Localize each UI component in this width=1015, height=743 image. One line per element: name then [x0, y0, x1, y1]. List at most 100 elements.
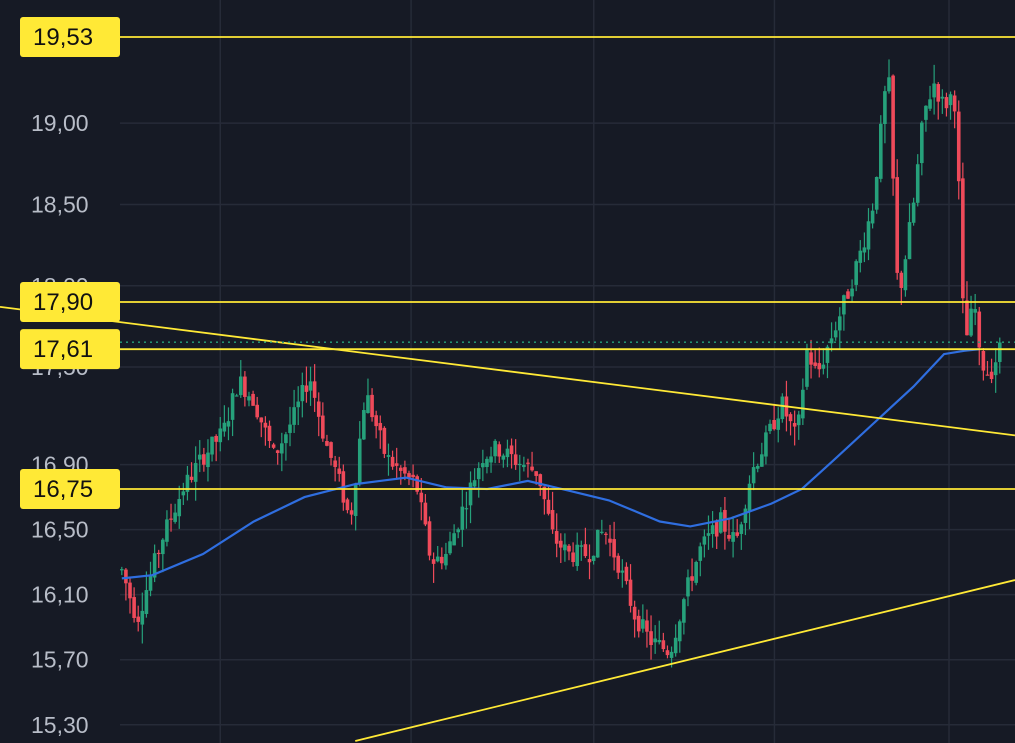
- candle-down: [214, 434, 218, 462]
- candle-up: [579, 540, 584, 561]
- horizontal-levels[interactable]: 19,53 17,90 17,61 16,75: [20, 17, 1015, 509]
- candle-up: [858, 240, 863, 273]
- candle-down: [772, 403, 776, 431]
- candle-up: [682, 597, 686, 635]
- candle-up: [747, 475, 752, 530]
- level-tag[interactable]: 19,53: [20, 17, 120, 57]
- candle-down: [398, 465, 403, 485]
- candle-down: [530, 451, 534, 472]
- level-tag[interactable]: 17,61: [20, 329, 120, 370]
- candle-up: [489, 446, 493, 473]
- candle-down: [558, 533, 563, 564]
- candle-down: [727, 519, 731, 542]
- level-tag-label: 17,61: [33, 336, 93, 363]
- candle-down: [275, 449, 280, 465]
- candle-up: [805, 343, 809, 390]
- candle-up: [924, 105, 928, 132]
- candle-up: [148, 561, 153, 597]
- candle-down: [735, 519, 740, 538]
- candle-down: [251, 390, 255, 406]
- candle-down: [612, 521, 616, 571]
- candle-down: [169, 503, 173, 532]
- candle-up: [706, 515, 711, 550]
- candle-down: [349, 502, 354, 525]
- candle-up: [386, 443, 391, 476]
- candle-down: [554, 513, 559, 558]
- candle-up: [620, 559, 625, 588]
- candle-up: [673, 624, 678, 657]
- candle-up: [185, 466, 190, 501]
- candle-up: [878, 115, 883, 183]
- y-tick-label: 15,30: [31, 712, 89, 738]
- candle-up: [755, 463, 760, 473]
- candle-down: [526, 458, 530, 478]
- trendline[interactable]: [355, 579, 1015, 742]
- trendline[interactable]: [0, 306, 1015, 437]
- candle-down: [899, 270, 904, 306]
- level-tag[interactable]: 17,90: [20, 282, 120, 323]
- candle-down: [128, 577, 132, 614]
- candle-down: [136, 605, 141, 632]
- candle-up: [222, 405, 227, 437]
- candle-up: [284, 431, 288, 461]
- candle-up: [517, 454, 522, 481]
- level-tag[interactable]: 16,75: [20, 469, 120, 509]
- candle-up: [776, 407, 781, 443]
- candle-down: [255, 396, 259, 420]
- candle-up: [653, 625, 657, 654]
- candle-up: [993, 348, 998, 393]
- candle-down: [316, 392, 321, 437]
- candle-down: [636, 609, 641, 638]
- candle-up: [120, 566, 124, 576]
- candle-down: [382, 426, 387, 459]
- candle-down: [390, 450, 395, 470]
- candle-down: [394, 447, 399, 480]
- candle-up: [940, 89, 945, 114]
- candle-up: [870, 203, 875, 229]
- candle-down: [665, 645, 670, 659]
- candle-up: [501, 453, 506, 468]
- candle-down: [571, 542, 575, 567]
- candle-down: [419, 478, 424, 521]
- trendlines: [0, 306, 1015, 742]
- candle-down: [936, 82, 941, 120]
- candle-up: [226, 407, 231, 441]
- candle-up: [866, 208, 871, 261]
- candle-up: [887, 59, 891, 94]
- candle-up: [152, 544, 157, 583]
- candle-down: [550, 491, 555, 534]
- candle-up: [140, 592, 145, 644]
- candle-down: [792, 410, 797, 446]
- candle-down: [788, 412, 793, 436]
- candle-up: [829, 322, 834, 352]
- candle-down: [989, 358, 994, 384]
- candle-down: [431, 552, 436, 583]
- candle-up: [481, 449, 485, 482]
- candle-down: [587, 544, 592, 580]
- candle-up: [907, 203, 912, 260]
- candle-up: [932, 64, 936, 115]
- candle-down: [846, 288, 850, 300]
- candle-down: [304, 366, 309, 403]
- candle-down: [723, 497, 727, 550]
- candle-down: [202, 447, 206, 472]
- candle-up: [435, 546, 440, 563]
- y-tick-label: 16,10: [31, 582, 89, 608]
- candle-down: [411, 464, 415, 488]
- candle-down: [271, 442, 276, 450]
- candle-up: [780, 393, 785, 423]
- candle-up: [595, 529, 600, 558]
- candle-down: [632, 600, 637, 638]
- candle-up: [234, 393, 239, 397]
- candle-up: [768, 419, 772, 434]
- candle-up: [694, 560, 698, 586]
- candle-up: [833, 321, 838, 341]
- candle-up: [710, 511, 715, 548]
- candle-down: [513, 439, 518, 470]
- candle-down: [378, 415, 383, 449]
- candle-up: [476, 462, 481, 498]
- candle-down: [267, 420, 272, 449]
- candle-down: [440, 547, 444, 570]
- candle-up: [522, 456, 526, 472]
